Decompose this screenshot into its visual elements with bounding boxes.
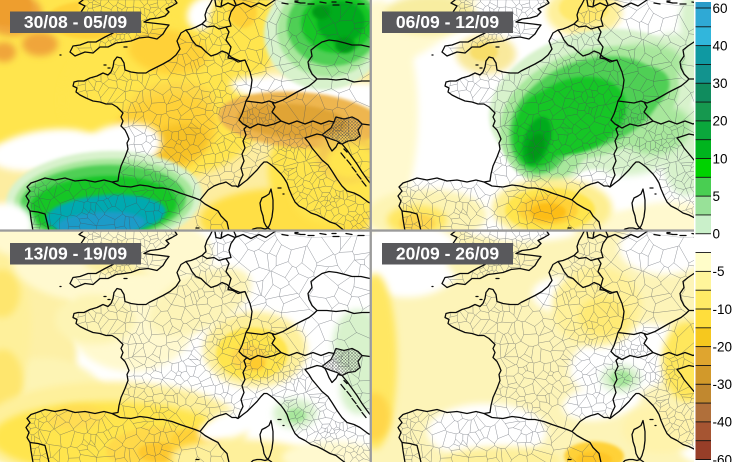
svg-text:06/09 - 12/09: 06/09 - 12/09 xyxy=(396,12,499,32)
svg-text:-40: -40 xyxy=(713,415,733,430)
svg-text:13/09 - 19/09: 13/09 - 19/09 xyxy=(24,244,127,264)
svg-text:20: 20 xyxy=(713,114,728,129)
svg-text:-10: -10 xyxy=(713,302,733,317)
svg-text:-60: -60 xyxy=(713,452,733,462)
svg-text:60: 60 xyxy=(713,1,728,16)
svg-text:5: 5 xyxy=(713,189,721,204)
svg-text:30: 30 xyxy=(713,76,728,91)
svg-text:0: 0 xyxy=(713,227,721,242)
svg-text:20/09 - 26/09: 20/09 - 26/09 xyxy=(396,244,499,264)
svg-text:-20: -20 xyxy=(713,339,733,354)
svg-text:30/08 - 05/09: 30/08 - 05/09 xyxy=(24,12,127,32)
svg-text:40: 40 xyxy=(713,38,728,53)
svg-text:-5: -5 xyxy=(713,264,725,279)
svg-text:10: 10 xyxy=(713,151,728,166)
svg-text:-30: -30 xyxy=(713,377,733,392)
